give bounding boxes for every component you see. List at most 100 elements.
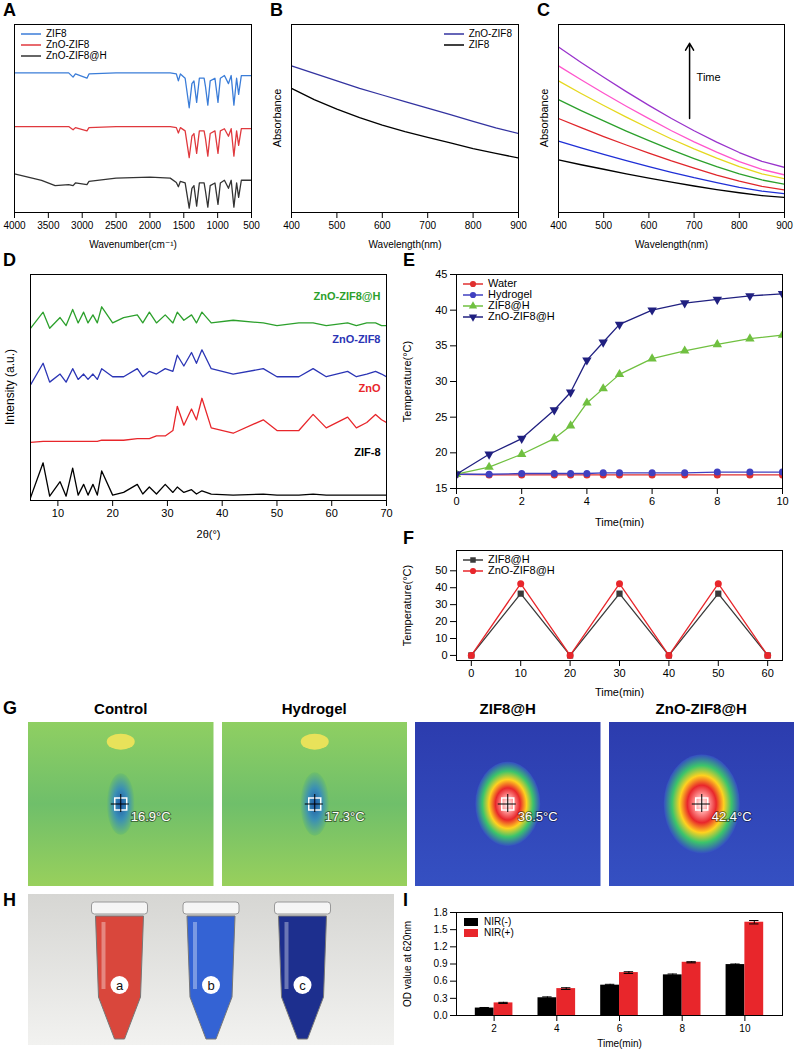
html-text:G: G — [3, 698, 17, 718]
svg-text:4000: 4000 — [3, 220, 26, 231]
svg-text:1.8: 1.8 — [434, 907, 448, 918]
svg-text:40: 40 — [663, 667, 675, 679]
html-text:B: B — [270, 0, 283, 20]
svg-text:15: 15 — [435, 482, 447, 494]
svg-text:42.4°C: 42.4°C — [711, 809, 751, 824]
svg-text:40: 40 — [435, 581, 447, 593]
svg-text:1000: 1000 — [207, 220, 230, 231]
svg-text:36.5°C: 36.5°C — [518, 809, 558, 824]
svg-text:10: 10 — [52, 507, 64, 519]
svg-text:10: 10 — [515, 667, 527, 679]
svg-text:16.9°C: 16.9°C — [131, 809, 171, 824]
svg-text:10: 10 — [739, 1023, 751, 1034]
html-text:Intensity (a.u.): Intensity (a.u.) — [3, 349, 17, 425]
svg-text:20: 20 — [435, 446, 447, 458]
svg-text:500: 500 — [595, 220, 612, 231]
svg-text:3000: 3000 — [71, 220, 94, 231]
svg-text:8: 8 — [714, 495, 720, 507]
svg-text:0.6: 0.6 — [434, 975, 448, 986]
svg-text:8: 8 — [679, 1023, 685, 1034]
svg-text:900: 900 — [510, 220, 527, 231]
html-text:ZIF8@H: ZIF8@H — [479, 700, 536, 717]
svg-text:0.3: 0.3 — [434, 993, 448, 1004]
svg-text:3500: 3500 — [37, 220, 60, 231]
svg-text:1.5: 1.5 — [434, 924, 448, 935]
svg-text:600: 600 — [374, 220, 391, 231]
svg-text:10: 10 — [435, 632, 447, 644]
svg-text:20: 20 — [107, 507, 119, 519]
svg-text:70: 70 — [380, 507, 392, 519]
svg-text:Time(min): Time(min) — [595, 516, 644, 528]
svg-text:30: 30 — [435, 598, 447, 610]
svg-text:Wavelength(nm): Wavelength(nm) — [635, 239, 708, 250]
svg-text:0.0: 0.0 — [434, 1010, 448, 1021]
svg-text:b: b — [207, 978, 214, 993]
svg-text:900: 900 — [776, 220, 793, 231]
svg-text:Wavelength(nm): Wavelength(nm) — [369, 239, 442, 250]
html-text:A: A — [3, 0, 16, 20]
svg-text:2: 2 — [519, 495, 525, 507]
svg-text:0: 0 — [468, 667, 474, 679]
svg-text:Temperature(°C): Temperature(°C) — [401, 565, 413, 646]
svg-text:2: 2 — [491, 1023, 497, 1034]
svg-text:ZIF-8: ZIF-8 — [354, 446, 380, 458]
svg-text:400: 400 — [550, 220, 567, 231]
svg-text:Temperature(°C): Temperature(°C) — [401, 341, 413, 422]
svg-text:20: 20 — [564, 667, 576, 679]
svg-text:2θ(°): 2θ(°) — [197, 528, 221, 540]
html-text:D: D — [3, 250, 16, 270]
svg-text:17.3°C: 17.3°C — [324, 809, 364, 824]
svg-text:700: 700 — [686, 220, 703, 231]
svg-text:25: 25 — [435, 411, 447, 423]
svg-text:10: 10 — [776, 495, 788, 507]
svg-text:6: 6 — [617, 1023, 623, 1034]
svg-text:800: 800 — [465, 220, 482, 231]
svg-text:6: 6 — [649, 495, 655, 507]
svg-text:60: 60 — [326, 507, 338, 519]
svg-text:0.9: 0.9 — [434, 958, 448, 969]
svg-text:4: 4 — [554, 1023, 560, 1034]
html-text:C: C — [537, 0, 550, 20]
svg-text:ZnO-ZIF8@H: ZnO-ZIF8@H — [314, 290, 381, 302]
html-text:Absorbance: Absorbance — [538, 88, 550, 148]
svg-text:30: 30 — [435, 375, 447, 387]
svg-text:30: 30 — [613, 667, 625, 679]
svg-text:0: 0 — [441, 649, 447, 661]
html-text:ZnO-ZIF8@H: ZnO-ZIF8@H — [655, 700, 747, 717]
svg-text:35: 35 — [435, 339, 447, 351]
svg-text:Time(min): Time(min) — [597, 1038, 642, 1049]
svg-text:500: 500 — [329, 220, 346, 231]
svg-text:ZnO-ZIF8: ZnO-ZIF8 — [332, 333, 380, 345]
svg-text:20: 20 — [435, 615, 447, 627]
svg-text:4: 4 — [584, 495, 590, 507]
svg-text:ZnO: ZnO — [359, 382, 381, 394]
svg-text:30: 30 — [161, 507, 173, 519]
svg-text:1500: 1500 — [173, 220, 196, 231]
svg-text:60: 60 — [762, 667, 774, 679]
svg-text:800: 800 — [731, 220, 748, 231]
svg-text:40: 40 — [216, 507, 228, 519]
svg-text:2000: 2000 — [139, 220, 162, 231]
svg-text:Time: Time — [697, 71, 721, 83]
html-text:Absorbance: Absorbance — [271, 88, 283, 148]
html-text:H: H — [3, 890, 16, 910]
svg-text:45: 45 — [435, 268, 447, 280]
svg-text:Wavenumber(cm⁻¹): Wavenumber(cm⁻¹) — [89, 239, 177, 250]
svg-text:500: 500 — [243, 220, 260, 231]
svg-text:OD value at 620nm: OD value at 620nm — [402, 921, 413, 1007]
svg-text:1.2: 1.2 — [434, 941, 448, 952]
svg-text:50: 50 — [271, 507, 283, 519]
svg-text:600: 600 — [641, 220, 658, 231]
svg-text:50: 50 — [712, 667, 724, 679]
svg-text:a: a — [116, 978, 124, 993]
html-text:Control: Control — [94, 700, 148, 717]
svg-text:2500: 2500 — [105, 220, 128, 231]
svg-text:Time(min): Time(min) — [595, 686, 644, 698]
svg-text:c: c — [299, 978, 306, 993]
svg-text:50: 50 — [435, 564, 447, 576]
svg-text:700: 700 — [419, 220, 436, 231]
svg-text:400: 400 — [283, 220, 300, 231]
svg-text:40: 40 — [435, 304, 447, 316]
svg-text:0: 0 — [453, 495, 459, 507]
html-text:Hydrogel: Hydrogel — [281, 700, 347, 717]
